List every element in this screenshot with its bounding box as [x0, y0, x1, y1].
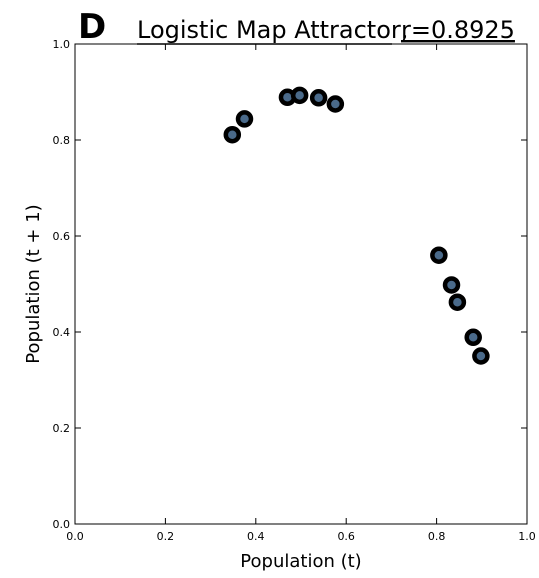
y-tick-label: 0.2 — [53, 422, 71, 435]
x-tick-label: 0.4 — [247, 530, 265, 543]
data-point — [223, 125, 242, 144]
x-tick-label: 0.8 — [428, 530, 446, 543]
data-point — [309, 89, 328, 107]
data-point — [464, 328, 482, 347]
y-tick-label: 0.8 — [53, 134, 71, 147]
plot-frame — [74, 43, 528, 525]
data-point — [442, 276, 461, 294]
x-axis: 0.0 0.2 0.4 0.6 0.8 1.0 — [66, 44, 536, 543]
y-tick-label: 1.0 — [53, 38, 71, 51]
data-points — [223, 86, 490, 365]
x-tick-label: 0.6 — [337, 530, 355, 543]
y-tick-label: 0.6 — [53, 230, 71, 243]
y-axis-label: Population (t + 1) — [23, 204, 44, 363]
data-point — [326, 95, 345, 113]
panel-label: D — [78, 7, 106, 47]
data-point — [235, 110, 254, 128]
y-axis: 0.0 0.2 0.4 0.6 0.8 1.0 — [53, 38, 527, 531]
chart-title-parameter: r=0.8925 — [401, 16, 515, 44]
data-point — [472, 347, 490, 365]
chart-title: Logistic Map Attractor, — [137, 16, 408, 44]
data-point — [448, 293, 467, 311]
y-tick-label: 0.0 — [53, 518, 71, 531]
y-tick-label: 0.4 — [53, 326, 71, 339]
x-axis-label: Population (t) — [240, 551, 361, 572]
x-tick-label: 0.2 — [157, 530, 175, 543]
x-tick-label: 1.0 — [518, 530, 536, 543]
data-point — [430, 246, 448, 264]
x-tick-label: 0.0 — [66, 530, 84, 543]
data-point — [290, 86, 309, 105]
